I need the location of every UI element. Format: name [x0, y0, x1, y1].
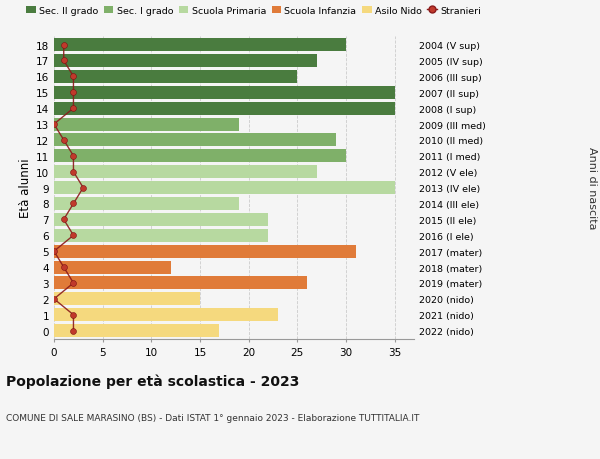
Point [59, 58, 68, 65]
Bar [54, 166, 317, 179]
Point [79, 185, 88, 192]
Point [68, 105, 78, 112]
Legend: Sec. II grado, Sec. I grado, Scuola Primaria, Scuola Infanzia, Asilo Nido, Stran: Sec. II grado, Sec. I grado, Scuola Prim… [26, 6, 481, 16]
Bar [54, 71, 297, 84]
Bar [54, 55, 317, 68]
Text: COMUNE DI SALE MARASINO (BS) - Dati ISTAT 1° gennaio 2023 - Elaborazione TUTTITA: COMUNE DI SALE MARASINO (BS) - Dati ISTA… [6, 413, 419, 422]
Text: Anni di nascita: Anni di nascita [587, 147, 597, 230]
Bar [54, 87, 395, 100]
Point [68, 73, 78, 81]
Bar [54, 102, 395, 115]
Bar [54, 197, 239, 211]
Point [68, 168, 78, 176]
Point [68, 280, 78, 287]
Bar [54, 325, 220, 337]
Point [68, 201, 78, 208]
Bar [54, 182, 395, 195]
Point [68, 90, 78, 97]
Bar [54, 213, 268, 226]
Point [49, 296, 59, 303]
Bar [54, 134, 336, 147]
Point [59, 264, 68, 271]
Point [68, 327, 78, 335]
Bar [54, 308, 278, 322]
Y-axis label: Età alunni: Età alunni [19, 158, 32, 218]
Point [59, 137, 68, 144]
Point [68, 311, 78, 319]
Bar [54, 293, 200, 306]
Point [68, 153, 78, 160]
Point [68, 232, 78, 240]
Text: Popolazione per età scolastica - 2023: Popolazione per età scolastica - 2023 [6, 374, 299, 389]
Bar [54, 261, 171, 274]
Bar [54, 39, 346, 52]
Bar [54, 229, 268, 242]
Point [59, 216, 68, 224]
Bar [54, 150, 346, 163]
Point [49, 248, 59, 255]
Bar [54, 277, 307, 290]
Point [59, 42, 68, 49]
Bar [54, 118, 239, 131]
Bar [54, 245, 356, 258]
Point [49, 121, 59, 129]
